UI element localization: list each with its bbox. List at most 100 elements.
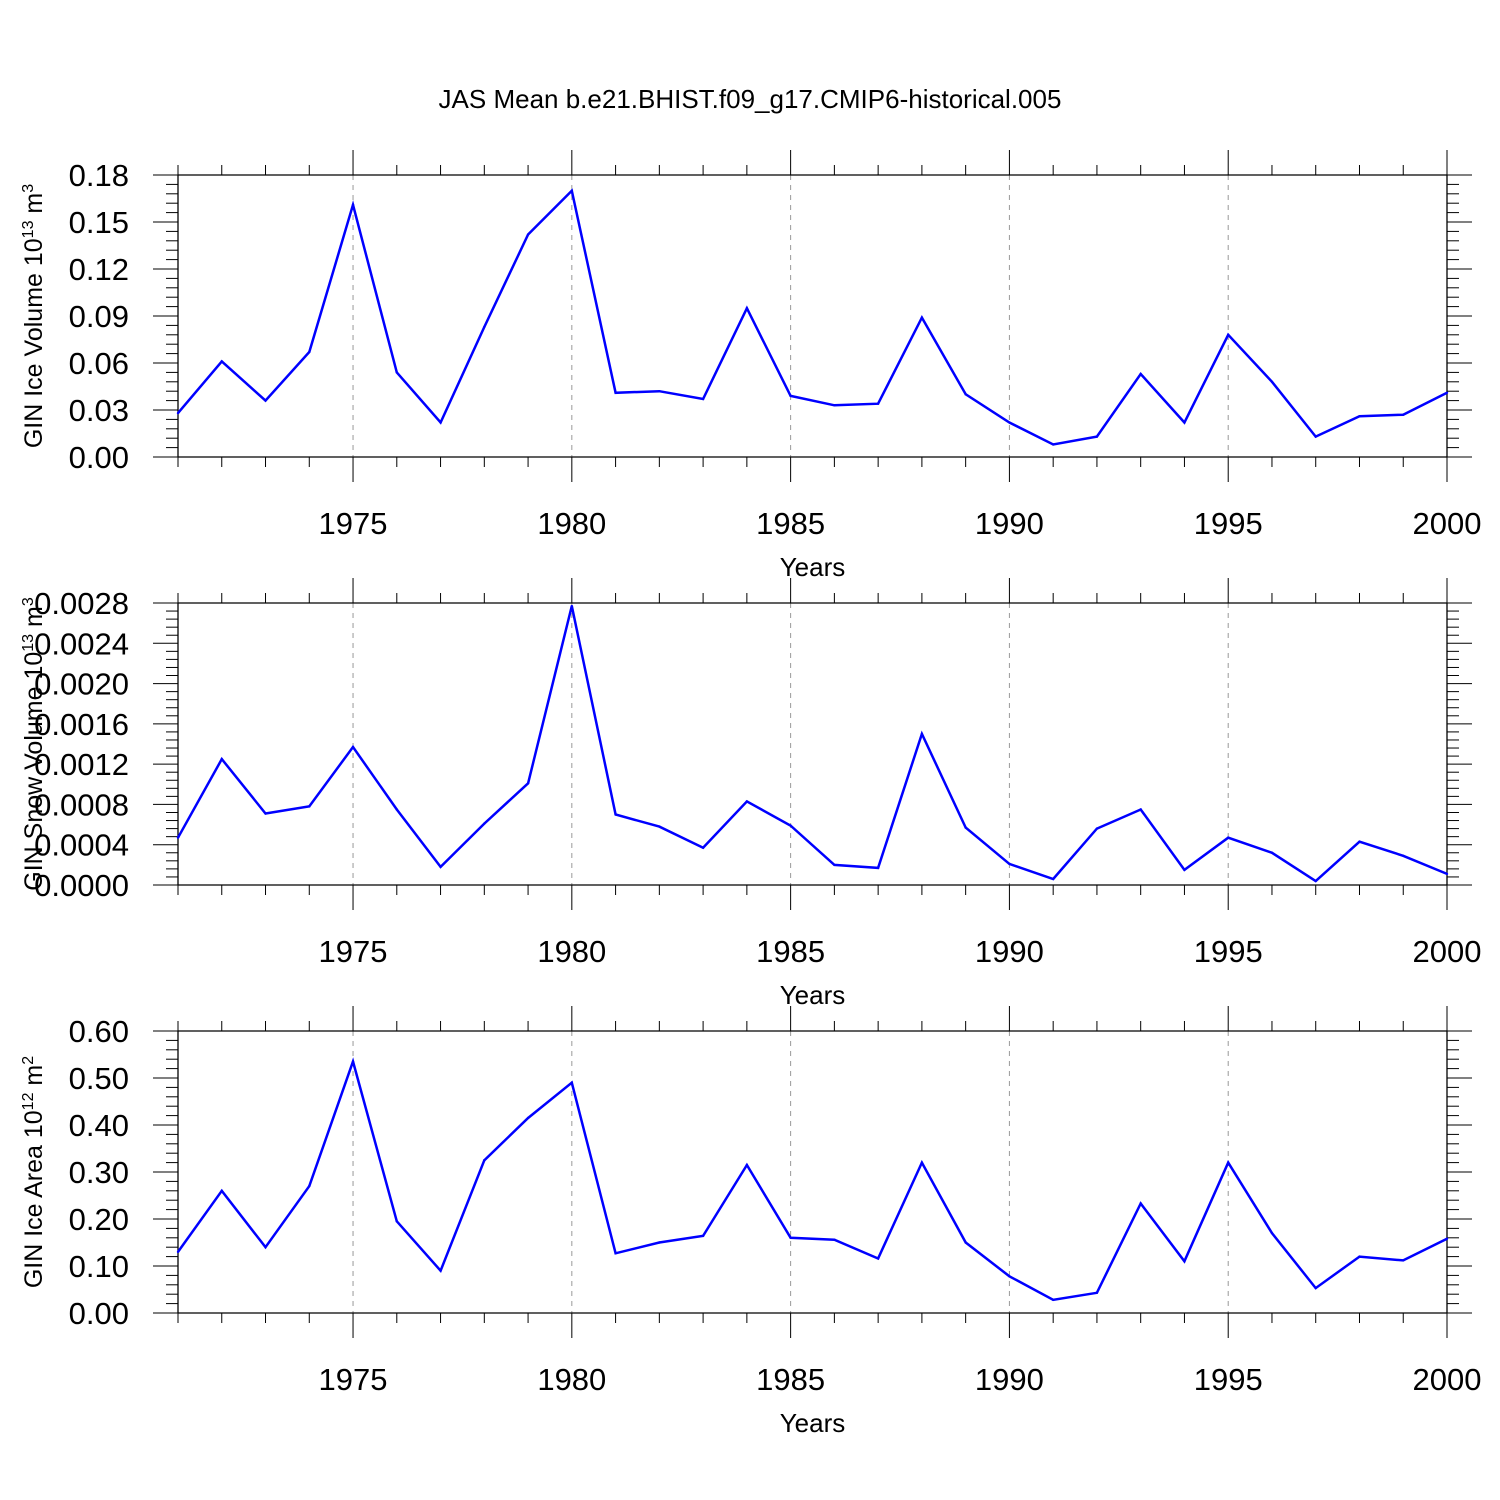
data-point — [1008, 421, 1011, 424]
data-point — [351, 745, 355, 749]
data-point — [1314, 1286, 1317, 1290]
figure-title: JAS Mean b.e21.BHIST.f09_g17.CMIP6-histo… — [438, 84, 1062, 114]
data-point — [1402, 854, 1405, 857]
data-point — [614, 1252, 617, 1255]
data-point — [614, 813, 617, 816]
data-point — [658, 390, 661, 393]
data-point — [483, 1159, 486, 1162]
data-point — [1227, 1161, 1230, 1164]
x-tick-label: 1995 — [1194, 1362, 1263, 1397]
panel-3: 0.00 0.10 0.20 0.30 0.40 0.50 0.60 1975 1980 1985… — [20, 1006, 1481, 1438]
x-tick-label: 1975 — [319, 506, 388, 541]
data-point — [570, 1081, 574, 1084]
data-point — [1008, 1275, 1011, 1278]
data-point — [176, 1250, 180, 1254]
data-point — [1139, 1202, 1142, 1205]
data-point — [745, 1163, 749, 1167]
x-tick-label: 1990 — [975, 1362, 1044, 1397]
data-point — [220, 1189, 223, 1193]
data-series-line — [176, 1057, 1448, 1302]
data-point — [876, 866, 880, 870]
y-axis-label-exponent: 13 — [20, 634, 37, 652]
data-point — [1051, 877, 1055, 881]
data-point — [701, 846, 705, 849]
y-tick-label: 0.0024 — [34, 626, 129, 661]
data-point — [658, 825, 661, 828]
y-axis-label-unit-exponent: 3 — [20, 184, 37, 193]
data-point — [1183, 421, 1186, 424]
y-tick-label: 0.09 — [69, 299, 129, 334]
data-point — [833, 404, 836, 407]
data-point — [1095, 435, 1099, 438]
data-point — [439, 1269, 442, 1272]
y-tick-label: 0.0020 — [34, 667, 129, 702]
data-point — [1051, 443, 1055, 446]
data-point — [1358, 840, 1361, 843]
y-tick-label: 0.0004 — [34, 828, 129, 863]
data-series-line — [177, 188, 1448, 446]
data-point — [1095, 827, 1099, 830]
data-point — [395, 808, 398, 811]
data-point — [1227, 836, 1230, 839]
x-tick-label: 2000 — [1413, 506, 1482, 541]
data-point — [1445, 872, 1449, 876]
data-point — [1314, 435, 1317, 438]
y-tick-label: 0.0008 — [34, 787, 129, 822]
data-point — [920, 316, 924, 319]
x-axis-label: Years — [780, 552, 846, 582]
data-point — [439, 421, 442, 424]
data-point — [1051, 1298, 1055, 1302]
data-point — [351, 1060, 355, 1063]
data-point — [439, 865, 442, 869]
y-axis-label-unit-exponent: 3 — [20, 597, 37, 606]
data-point — [526, 782, 530, 785]
y-tick-label: 0.0000 — [34, 868, 129, 903]
data-point — [1227, 333, 1230, 336]
data-point — [1183, 1260, 1186, 1263]
data-point — [1358, 415, 1361, 418]
data-point — [964, 1241, 967, 1244]
data-point — [1358, 1255, 1361, 1258]
x-tick-label: 1975 — [319, 1362, 388, 1397]
y-tick-label: 0.40 — [69, 1108, 129, 1143]
y-tick-label: 0.15 — [69, 205, 129, 240]
y-axis-label-unit: m — [20, 1065, 48, 1093]
data-point — [483, 822, 486, 825]
y-axis-label-unit-exponent: 2 — [20, 1056, 37, 1065]
data-point — [745, 800, 749, 803]
x-tick-label: 1995 — [1194, 506, 1263, 541]
y-tick-label: 0.50 — [69, 1061, 129, 1096]
y-tick-label: 0.03 — [69, 393, 129, 428]
data-point — [264, 812, 267, 815]
data-point — [1445, 391, 1449, 394]
y-tick-label: 0.12 — [69, 252, 129, 287]
data-point — [701, 397, 705, 401]
data-point — [701, 1234, 705, 1238]
x-tick-label: 2000 — [1413, 934, 1482, 969]
data-point — [1183, 868, 1186, 872]
y-axis-label-text: GIN Snow Volume 10 — [20, 652, 48, 891]
y-axis-label-unit: m — [20, 193, 48, 221]
data-point — [789, 824, 792, 827]
data-point — [1445, 1237, 1449, 1240]
data-point — [395, 1220, 398, 1223]
data-point — [526, 1116, 530, 1120]
data-point — [658, 1241, 661, 1244]
y-axis-label-exponent: 13 — [20, 220, 37, 238]
data-point — [1139, 372, 1142, 376]
x-tick-label: 1985 — [756, 934, 825, 969]
data-point — [876, 1257, 880, 1260]
data-point — [483, 325, 486, 329]
data-point — [1008, 862, 1011, 866]
y-axis-label: GIN Snow Volume 1013 m3 — [20, 597, 48, 891]
y-axis-label-unit: m — [20, 606, 48, 634]
y-tick-label: 0.0016 — [34, 707, 129, 742]
x-tick-label: 1980 — [537, 1362, 606, 1397]
data-point — [220, 757, 223, 761]
y-tick-label: 0.30 — [69, 1155, 129, 1190]
panel-2: 0.0000 0.0004 0.0008 0.0012 0.0016 0.0020 0.00… — [20, 578, 1481, 1010]
x-tick-label: 1985 — [756, 506, 825, 541]
y-tick-label: 0.20 — [69, 1202, 129, 1237]
x-tick-label: 1980 — [537, 934, 606, 969]
